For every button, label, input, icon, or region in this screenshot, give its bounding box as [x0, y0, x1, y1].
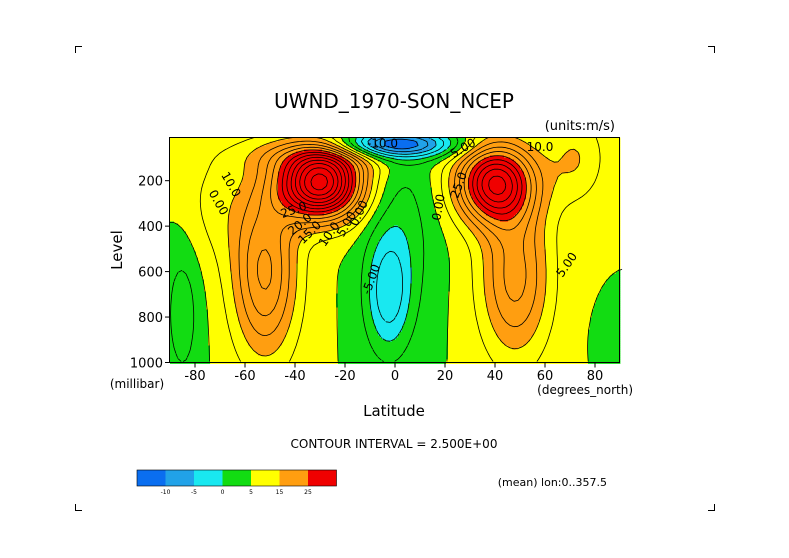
x-tick-label: 20: [437, 369, 454, 384]
units-note: (units:m/s): [545, 119, 615, 134]
contour-line: [304, 167, 334, 196]
x-tick-label: -80: [184, 369, 205, 384]
x-tick-label: -20: [334, 369, 355, 384]
colorbar-tick-label: 0: [221, 489, 225, 496]
corner-mark-top-left: [75, 46, 82, 53]
colorbar-tick-label: 25: [304, 489, 312, 496]
colorbar: -10 -5 0 5 15 25: [136, 469, 337, 496]
contour-line: [257, 146, 532, 290]
contour-line: [170, 137, 459, 362]
contour-line: [299, 163, 339, 200]
x-units-label: (degrees_north): [537, 383, 633, 397]
corner-mark-bottom-right: [708, 504, 715, 511]
y-tick-label: 600: [138, 266, 163, 281]
chart-title: UWND_1970-SON_NCEP: [274, 89, 514, 113]
y-tick-label: 1000: [130, 357, 163, 372]
contour-field: [170, 137, 621, 364]
y-tick-label: 400: [138, 220, 163, 235]
contour-line: [286, 154, 518, 210]
colorbar-swatch: [279, 470, 308, 486]
x-tick-label: 40: [487, 369, 504, 384]
x-tick-label: 60: [537, 369, 554, 384]
corner-mark-bottom-left: [75, 504, 82, 511]
contour-line: [355, 137, 452, 342]
colorbar-swatch: [251, 470, 280, 486]
contour-line: [384, 138, 419, 150]
colorbar-tick-label: -5: [191, 489, 197, 496]
contour-line: [276, 149, 527, 222]
colorbar-swatch: [137, 470, 166, 486]
contour-line: [227, 137, 581, 357]
contour-line: [367, 137, 437, 155]
x-axis-ticks: -80 -60 -40 -20 0 20 40 60 80: [184, 362, 604, 384]
contour-line: [290, 156, 513, 207]
x-tick-label: 80: [587, 369, 604, 384]
corner-marks: [75, 46, 715, 511]
contour-line: [238, 140, 544, 336]
contour-label: 0.00: [429, 193, 447, 222]
colorbar-swatch: [165, 470, 194, 486]
colorbar-swatch: [194, 470, 223, 486]
y-axis-ticks: 200 400 600 800 1000: [130, 175, 170, 372]
contour-lines: [169, 137, 623, 362]
contour-line: [281, 151, 523, 215]
contour-line: [199, 137, 601, 362]
y-units-label: (millibar): [110, 377, 164, 391]
contour-interval-label: CONTOUR INTERVAL = 2.500E+00: [291, 437, 498, 451]
contour-line: [246, 144, 537, 317]
y-tick-label: 800: [138, 311, 163, 326]
colorbar-swatch: [308, 470, 337, 486]
contour-line: [295, 159, 507, 203]
colorbar-tick-label: -10: [161, 489, 171, 496]
x-tick-label: 0: [391, 369, 399, 384]
x-tick-label: -40: [284, 369, 305, 384]
contour-line: [169, 137, 623, 362]
y-axis-title: Level: [108, 230, 126, 270]
contour-label: -10.0: [367, 137, 398, 151]
x-tick-label: -60: [234, 369, 255, 384]
contour-line: [360, 137, 444, 323]
footer-note: (mean) lon:0..357.5: [498, 476, 607, 489]
colorbar-tick-label: 5: [249, 489, 253, 496]
colorbar-tick-label: 15: [276, 489, 284, 496]
x-axis-title: Latitude: [363, 402, 425, 420]
colorbar-frame: [136, 469, 337, 487]
contour-label: 10.0: [527, 140, 554, 154]
colorbar-swatch: [222, 470, 251, 486]
corner-mark-top-right: [708, 46, 715, 53]
contour-line: [310, 173, 328, 191]
y-tick-label: 200: [138, 175, 163, 190]
